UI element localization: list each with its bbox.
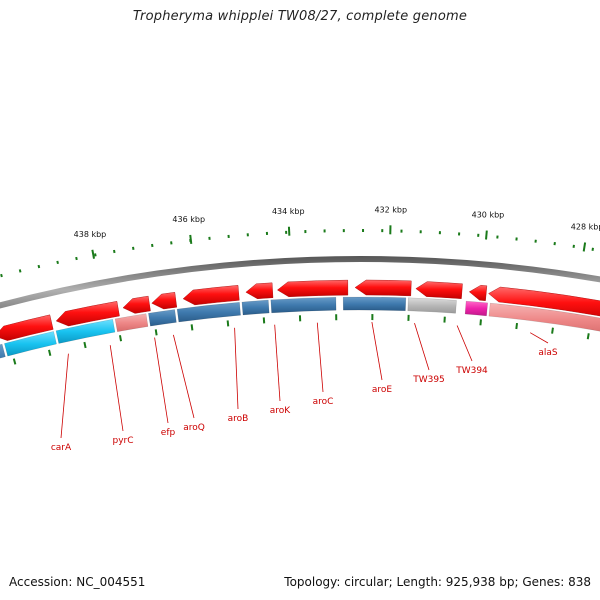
- inner-tick: [190, 324, 194, 331]
- backbone-arc: [0, 256, 600, 309]
- gene-block: [464, 300, 488, 317]
- gene-label: alaS: [538, 348, 558, 358]
- gene-arrow: [277, 279, 349, 298]
- gene-block: [148, 309, 177, 327]
- gene-arrow: [0, 314, 54, 341]
- minor-tick: [75, 256, 78, 261]
- minor-tick: [94, 253, 97, 257]
- gene-label: aroQ: [183, 423, 205, 433]
- accession-text: Accession: NC_004551: [9, 575, 146, 589]
- inner-tick: [226, 320, 230, 327]
- inner-tick: [83, 341, 87, 349]
- scale-ticks: 438 kbp 436 kbp 434 kbp 432 kbp 430 kbp 428 k…: [0, 205, 600, 365]
- gene-track: [0, 279, 600, 359]
- gene-arrow: [122, 295, 151, 314]
- inner-tick: [12, 358, 17, 365]
- major-tick: [485, 230, 488, 240]
- gene-block: [488, 302, 600, 332]
- leader-line: [414, 322, 430, 371]
- gene-label: aroC: [313, 397, 334, 407]
- gene-arrow: [488, 286, 600, 317]
- minor-tick: [0, 273, 3, 278]
- inner-tick: [479, 319, 482, 326]
- inner-tick: [118, 335, 123, 342]
- gene-block: [55, 319, 116, 344]
- gene-labels: carA pyrC efp aroQ aroB aroK aroC aroE TW395 TW39…: [51, 348, 558, 453]
- inner-tick: [551, 327, 554, 334]
- gene-block: [4, 331, 57, 357]
- gene-block: [407, 297, 457, 314]
- minor-tick: [18, 269, 22, 273]
- gene-label: efp: [161, 428, 176, 438]
- gene-arrow: [245, 282, 274, 300]
- leader-line: [234, 327, 239, 410]
- gene-block: [114, 313, 149, 332]
- leader-line: [456, 325, 473, 362]
- gene-label: TW394: [455, 366, 488, 376]
- leader-line: [154, 337, 169, 424]
- leader-line: [109, 345, 124, 432]
- inner-tick: [515, 322, 518, 330]
- minor-tick: [37, 264, 41, 269]
- gene-arrow: [468, 284, 488, 301]
- scale-label: 430 kbp: [472, 211, 505, 220]
- leader-line: [316, 322, 324, 393]
- inner-tick: [48, 349, 52, 356]
- gene-arrow: [151, 292, 178, 310]
- gene-block: [342, 296, 407, 312]
- leader-line: [274, 324, 281, 402]
- leader-line: [60, 353, 69, 439]
- gene-label: carA: [51, 443, 72, 453]
- gene-arrow: [182, 285, 240, 306]
- major-tick: [582, 242, 587, 252]
- inner-tick: [154, 329, 158, 336]
- leader-line: [371, 322, 383, 381]
- minor-tick: [113, 249, 116, 254]
- gene-arrow: [415, 281, 463, 299]
- map-title: Tropheryma whipplei TW08/27, complete ge…: [132, 9, 468, 24]
- scale-label: 432 kbp: [374, 205, 407, 214]
- gene-block: [270, 296, 337, 314]
- gene-label: aroE: [372, 385, 393, 395]
- gene-label: aroK: [270, 406, 292, 416]
- minor-tick: [56, 260, 59, 265]
- gene-arrow: [55, 301, 120, 327]
- scale-label: 436 kbp: [172, 215, 205, 224]
- major-tick: [189, 234, 193, 244]
- genome-backbone: [0, 256, 600, 309]
- scale-label: 428 kbp: [571, 223, 600, 232]
- leader-line: [529, 332, 549, 344]
- gene-arrow: [354, 279, 412, 297]
- leader-line: [173, 334, 195, 419]
- gene-label-leaders: [60, 322, 549, 439]
- gene-label: aroB: [228, 414, 249, 424]
- gene-block: [0, 343, 6, 359]
- scale-label: 438 kbp: [74, 230, 107, 239]
- genome-summary-text: Topology: circular; Length: 925,938 bp; …: [284, 575, 591, 589]
- gene-label: pyrC: [112, 436, 133, 446]
- major-tick: [91, 249, 95, 259]
- scale-label: 434 kbp: [272, 207, 305, 216]
- inner-tick: [586, 333, 590, 340]
- gene-block: [176, 302, 241, 323]
- gene-block: [241, 299, 270, 316]
- gene-label: TW395: [412, 375, 445, 385]
